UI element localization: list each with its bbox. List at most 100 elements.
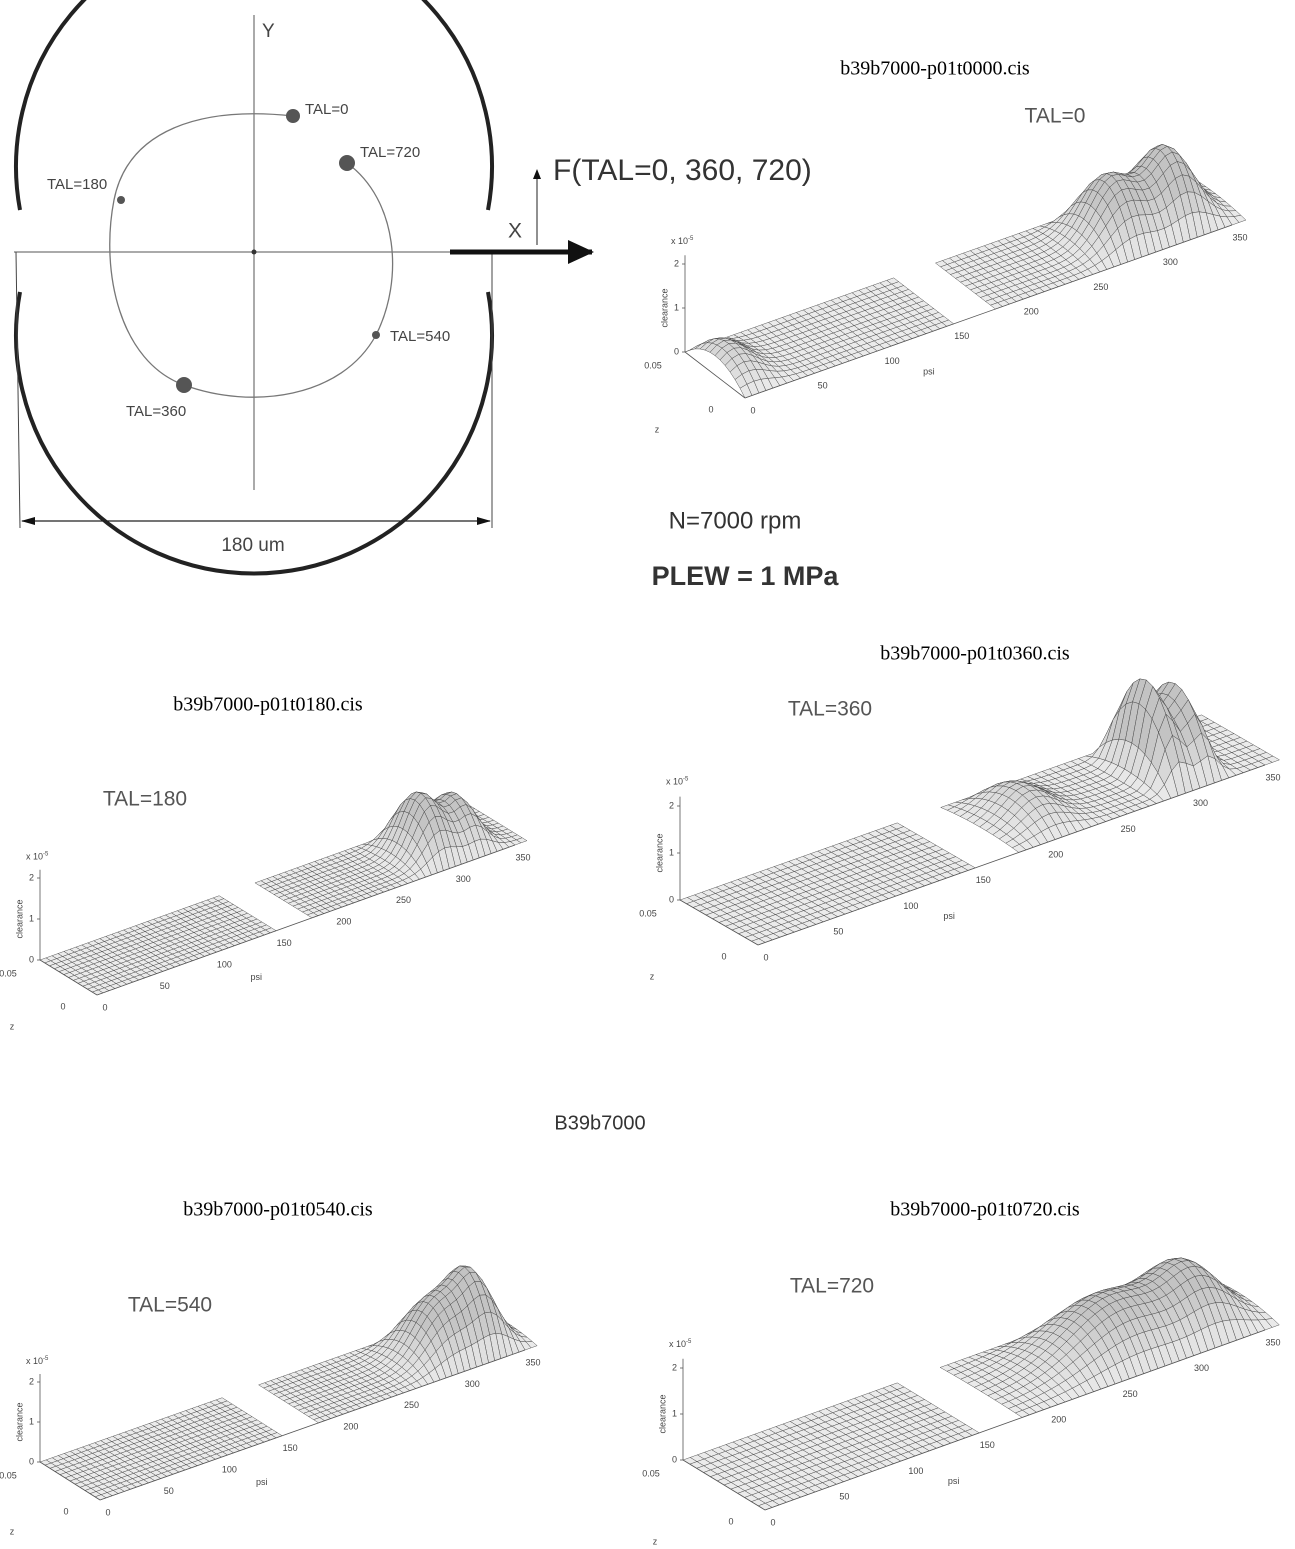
panel-title: TAL=540: [128, 1294, 212, 1317]
psi-tick-label: 350: [1232, 232, 1247, 242]
psi-tick-label: 200: [1048, 850, 1063, 860]
psi-tick-label: 300: [456, 874, 471, 884]
psi-tick-label: 100: [217, 960, 232, 970]
clearance-tick-label: 0: [669, 894, 674, 904]
psi-tick-label: 300: [465, 1379, 480, 1389]
clearance-label: clearance: [14, 899, 24, 938]
psi-tick-label: 50: [833, 927, 843, 937]
figure: Y X TAL=0 TAL=720 TAL=180 TAL=540 TAL=36…: [0, 0, 1295, 1549]
z-tick-label: 0: [708, 404, 713, 414]
surface-panel: b39b7000-p01t0360.cis TAL=360 0 1 2 x 10-5 cle…: [639, 643, 1280, 982]
panel-title: TAL=0: [1025, 105, 1086, 128]
psi-tick-label: 0: [105, 1507, 110, 1517]
z-tick-label: 0.05: [639, 908, 657, 918]
point-label: TAL=720: [360, 144, 420, 161]
psi-tick-label: 0: [750, 405, 755, 415]
scale-label: x 10-5: [671, 236, 694, 247]
scale-base: x 10: [671, 236, 688, 246]
z-label: z: [655, 424, 660, 434]
psi-tick-label: 50: [164, 1486, 174, 1496]
axis-label: X: [508, 220, 522, 243]
orbit-point: [176, 377, 192, 393]
scale-base: x 10: [669, 1339, 686, 1349]
clearance-tick-label: 1: [669, 847, 674, 857]
z-label: z: [653, 1536, 658, 1546]
force-label: F(TAL=0, 360, 720): [553, 154, 812, 187]
scale-label: x 10-5: [669, 1339, 692, 1350]
speed-label: N=7000 rpm: [669, 507, 802, 534]
clearance-tick-label: 0: [672, 1454, 677, 1464]
orbit-point: [117, 196, 125, 204]
psi-tick-label: 0: [770, 1517, 775, 1527]
clearance-label: clearance: [659, 288, 669, 327]
scale-exponent: -5: [43, 851, 49, 857]
psi-tick-label: 150: [954, 331, 969, 341]
z-label: z: [10, 1526, 15, 1536]
psi-tick-label: 50: [160, 981, 170, 991]
panel-file: b39b7000-p01t0180.cis: [173, 694, 363, 716]
z-tick-label: 0.05: [0, 968, 17, 978]
clearance-tick-label: 1: [29, 1416, 34, 1426]
psi-tick-label: 0: [102, 1002, 107, 1012]
clearance-tick-label: 2: [29, 1376, 34, 1386]
psi-tick-label: 0: [763, 952, 768, 962]
scale-base: x 10: [666, 777, 683, 787]
psi-tick-label: 100: [903, 901, 918, 911]
psi-tick-label: 250: [1123, 1389, 1138, 1399]
z-label: z: [650, 971, 655, 981]
point-label: TAL=0: [305, 101, 349, 118]
panel-title: TAL=180: [103, 788, 187, 811]
psi-tick-label: 300: [1194, 1363, 1209, 1373]
z-tick-label: 0: [721, 951, 726, 961]
case-label: B39b7000: [554, 1112, 645, 1134]
scale-exponent: -5: [686, 1339, 692, 1345]
psi-label: psi: [256, 1477, 268, 1487]
psi-tick-label: 50: [839, 1492, 849, 1502]
psi-label: psi: [948, 1476, 960, 1486]
psi-tick-label: 100: [908, 1466, 923, 1476]
scale-label: x 10-5: [26, 1356, 49, 1367]
scale-base: x 10: [26, 852, 43, 862]
psi-tick-label: 100: [222, 1465, 237, 1475]
psi-tick-label: 100: [885, 356, 900, 366]
clearance-tick-label: 0: [674, 346, 679, 356]
clearance-tick-label: 2: [669, 800, 674, 810]
clearance-tick-label: 1: [29, 913, 34, 923]
scale-exponent: -5: [683, 776, 689, 782]
clearance-tick-label: 2: [672, 1362, 677, 1372]
orbit-point: [372, 331, 380, 339]
z-tick-label: 0: [60, 1001, 65, 1011]
point-label: TAL=180: [47, 176, 107, 193]
clearance-tick-label: 1: [674, 302, 679, 312]
axis-label: Y: [262, 21, 275, 42]
clearance-label: clearance: [654, 833, 664, 872]
clearance-tick-label: 2: [29, 872, 34, 882]
panel-file: b39b7000-p01t0720.cis: [890, 1199, 1080, 1221]
psi-tick-label: 150: [283, 1443, 298, 1453]
psi-tick-label: 150: [980, 1440, 995, 1450]
panel-title: TAL=720: [790, 1275, 874, 1298]
z-tick-label: 0: [728, 1516, 733, 1526]
panel-title: TAL=360: [788, 698, 872, 721]
z-tick-label: 0.05: [644, 360, 662, 370]
surface-panel: b39b7000-p01t0720.cisTAL=720012x 10-5cle…: [642, 1199, 1280, 1547]
surface-panel: b39b7000-p01t0180.cis TAL=180 0 1 2 x 10-5 cle…: [0, 694, 531, 1032]
orbit-diagram: Y X TAL=0 TAL=720 TAL=180 TAL=540 TAL=36…: [14, 0, 812, 573]
z-label: z: [10, 1021, 15, 1031]
panel-file: b39b7000-p01t0360.cis: [880, 643, 1070, 665]
psi-tick-label: 200: [343, 1422, 358, 1432]
clearance-tick-label: 1: [672, 1408, 677, 1418]
scale-exponent: -5: [43, 1356, 49, 1362]
psi-tick-label: 350: [515, 852, 530, 862]
panel-file: b39b7000-p01t0540.cis: [183, 1199, 373, 1221]
point-label: TAL=540: [390, 328, 450, 345]
psi-tick-label: 150: [277, 938, 292, 948]
dimension-label: 180 um: [221, 535, 284, 556]
psi-tick-label: 250: [404, 1400, 419, 1410]
psi-label: psi: [943, 911, 955, 921]
psi-tick-label: 250: [396, 895, 411, 905]
panels: b39b7000-p01t0000.cisTAL=0012x 10-5clear…: [0, 58, 1281, 1547]
psi-tick-label: 200: [1024, 307, 1039, 317]
psi-tick-label: 350: [1265, 1337, 1280, 1347]
psi-label: psi: [251, 972, 263, 982]
